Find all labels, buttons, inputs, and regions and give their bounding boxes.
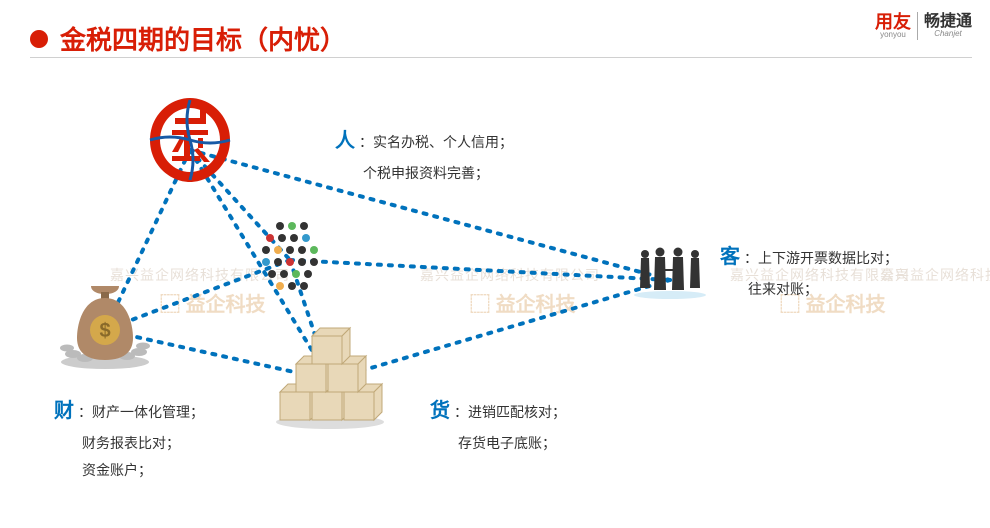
node-people [258, 220, 322, 294]
money-bag-icon: $ [55, 280, 155, 370]
label-money: 财：财产一体化管理； 财务报表比对； 资金账户； [54, 392, 204, 483]
tax-emblem-icon [140, 90, 240, 190]
node-goods [270, 320, 390, 430]
slide-title: 金税四期的目标（内忧） [60, 20, 346, 57]
title-bullet [30, 30, 48, 48]
tag-money: 财 [54, 400, 74, 422]
logo-separator [917, 12, 918, 40]
label-goods: 货：进销匹配核对； 存货电子底账； [430, 392, 566, 457]
tag-customer: 客 [720, 246, 740, 268]
logo-yonyou: 用友 [875, 13, 911, 31]
label-people: 人：实名办税、个人信用； 个税申报资料完善； [335, 122, 513, 187]
logo-chanjet-sub: Chanjet [924, 30, 972, 38]
header-underline [30, 57, 972, 58]
label-customer: 客：上下游开票数据比对； 往来对账； [720, 238, 898, 303]
logo-chanjet: 畅捷通 [924, 14, 972, 30]
boxes-icon [270, 320, 390, 430]
brand-logo: 用友 yonyou 畅捷通 Chanjet [875, 12, 972, 40]
people-grid-icon [258, 220, 322, 294]
network-diagram: 嘉兴益企网络科技有限公司 嘉兴益企网络科技有限公司 嘉兴益企网络科技有限公司 嘉… [0, 60, 990, 528]
node-customer [630, 240, 710, 300]
node-tax [140, 90, 240, 190]
tag-goods: 货 [430, 400, 450, 422]
node-money: $ [55, 280, 155, 370]
tag-people: 人 [335, 130, 355, 152]
slide-header: 金税四期的目标（内忧） [30, 20, 346, 57]
svg-text:$: $ [99, 320, 110, 342]
logo-yonyou-sub: yonyou [875, 31, 911, 39]
business-people-icon [630, 240, 710, 300]
